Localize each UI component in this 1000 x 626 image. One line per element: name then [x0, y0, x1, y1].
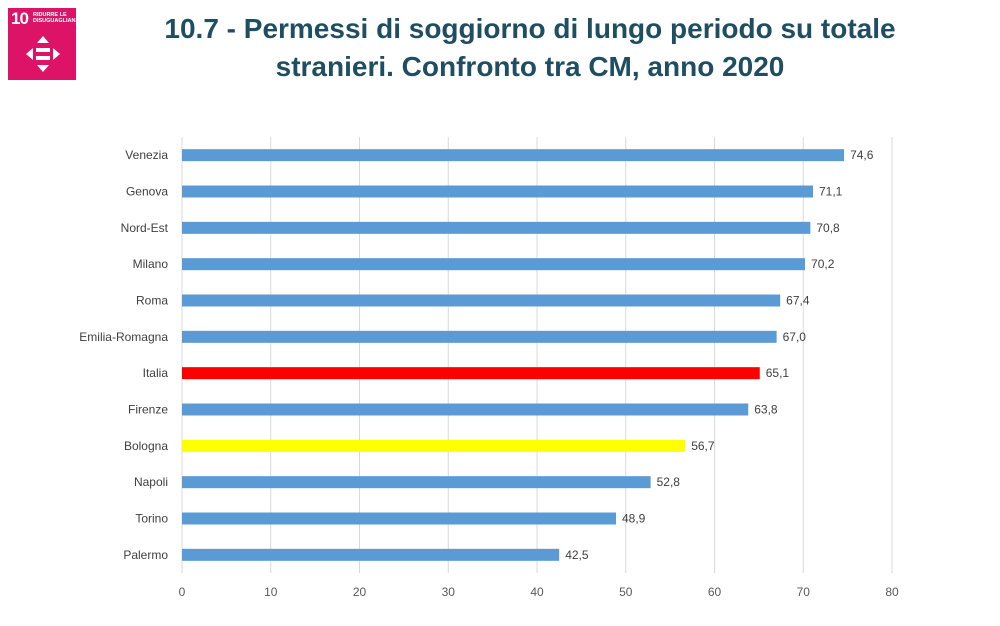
data-label: 67,4	[786, 294, 810, 308]
category-label: Roma	[136, 294, 168, 308]
title-line-1: 10.7 - Permessi di soggiorno di lungo pe…	[164, 13, 896, 44]
category-label: Nord-Est	[121, 221, 169, 235]
sdg-label: RIDURRE LE DISUGUAGLIANZE	[33, 12, 83, 24]
bar	[182, 149, 845, 162]
bar	[182, 403, 749, 416]
x-tick-label: 70	[797, 585, 811, 599]
data-label: 70,8	[816, 221, 840, 235]
bar	[182, 512, 616, 525]
category-label: Torino	[135, 512, 168, 526]
sdg-number: 10	[11, 9, 29, 28]
data-label: 74,6	[850, 148, 874, 162]
equality-arrows-icon	[26, 36, 60, 72]
data-label: 52,8	[657, 475, 681, 489]
data-label: 42,5	[565, 548, 589, 562]
category-label: Napoli	[134, 475, 168, 489]
bar	[182, 439, 686, 452]
x-tick-label: 30	[442, 585, 456, 599]
category-label: Genova	[126, 185, 168, 199]
category-label: Italia	[143, 366, 169, 380]
data-label: 67,0	[783, 330, 807, 344]
category-label: Venezia	[125, 148, 168, 162]
page-title: 10.7 - Permessi di soggiorno di lungo pe…	[90, 10, 970, 86]
category-label: Emilia-Romagna	[79, 330, 168, 344]
category-label: Firenze	[128, 403, 168, 417]
bar	[182, 548, 560, 561]
bar	[182, 258, 806, 271]
data-label: 65,1	[766, 366, 790, 380]
category-label: Bologna	[124, 439, 168, 453]
bar	[182, 294, 781, 307]
data-label: 63,8	[754, 403, 778, 417]
category-label: Palermo	[123, 548, 168, 562]
x-tick-label: 50	[619, 585, 633, 599]
title-line-2: stranieri. Confronto tra CM, anno 2020	[275, 51, 785, 82]
x-tick-label: 20	[353, 585, 367, 599]
data-label: 70,2	[811, 257, 835, 271]
category-label: Milano	[133, 257, 169, 271]
data-label: 56,7	[691, 439, 715, 453]
x-tick-label: 40	[530, 585, 544, 599]
data-label: 71,1	[819, 185, 843, 199]
bar	[182, 330, 777, 343]
x-tick-label: 10	[264, 585, 278, 599]
x-tick-label: 80	[885, 585, 899, 599]
bar	[182, 367, 760, 380]
x-tick-label: 0	[179, 585, 186, 599]
bar	[182, 221, 811, 234]
bar	[182, 185, 814, 198]
sdg-badge: 10 RIDURRE LE DISUGUAGLIANZE	[8, 8, 83, 80]
data-label: 48,9	[622, 512, 646, 526]
bar	[182, 476, 651, 489]
x-tick-label: 60	[708, 585, 722, 599]
